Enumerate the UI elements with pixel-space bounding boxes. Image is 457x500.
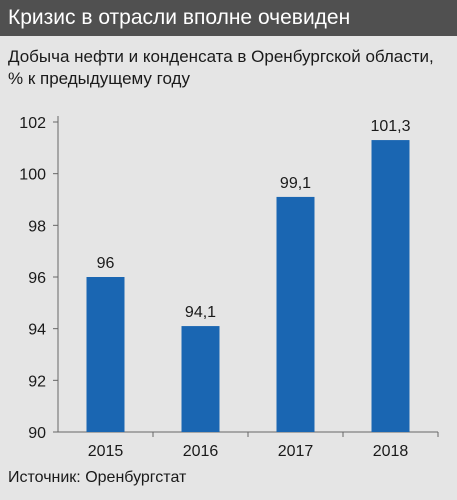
bar: [181, 326, 220, 432]
y-tick-label: 100: [19, 167, 46, 184]
bar-value-label: 101,3: [370, 118, 410, 135]
y-tick-label: 102: [19, 115, 46, 132]
bar: [276, 196, 315, 432]
bar: [86, 277, 125, 432]
page-title: Кризис в отрасли вполне очевиден: [8, 6, 351, 29]
y-tick-label: 98: [28, 218, 46, 235]
header-bar: Кризис в отрасли вполне очевиден: [0, 0, 457, 36]
x-tick-label: 2018: [373, 443, 409, 460]
chart-subtitle: Добыча нефти и конденсата в Оренбургской…: [8, 47, 434, 88]
bar-value-label: 96: [97, 255, 115, 272]
bar-value-label: 99,1: [280, 175, 311, 192]
x-tick-label: 2015: [88, 443, 124, 460]
bar: [371, 140, 410, 433]
x-tick-label: 2017: [278, 443, 314, 460]
y-tick-label: 92: [28, 373, 46, 390]
y-tick-label: 90: [28, 425, 46, 442]
y-tick-label: 96: [28, 270, 46, 287]
bar-value-label: 94,1: [185, 304, 216, 321]
source-note: Источник: Оренбургстат: [8, 469, 187, 486]
y-tick-label: 94: [28, 322, 46, 339]
x-tick-label: 2016: [183, 443, 219, 460]
